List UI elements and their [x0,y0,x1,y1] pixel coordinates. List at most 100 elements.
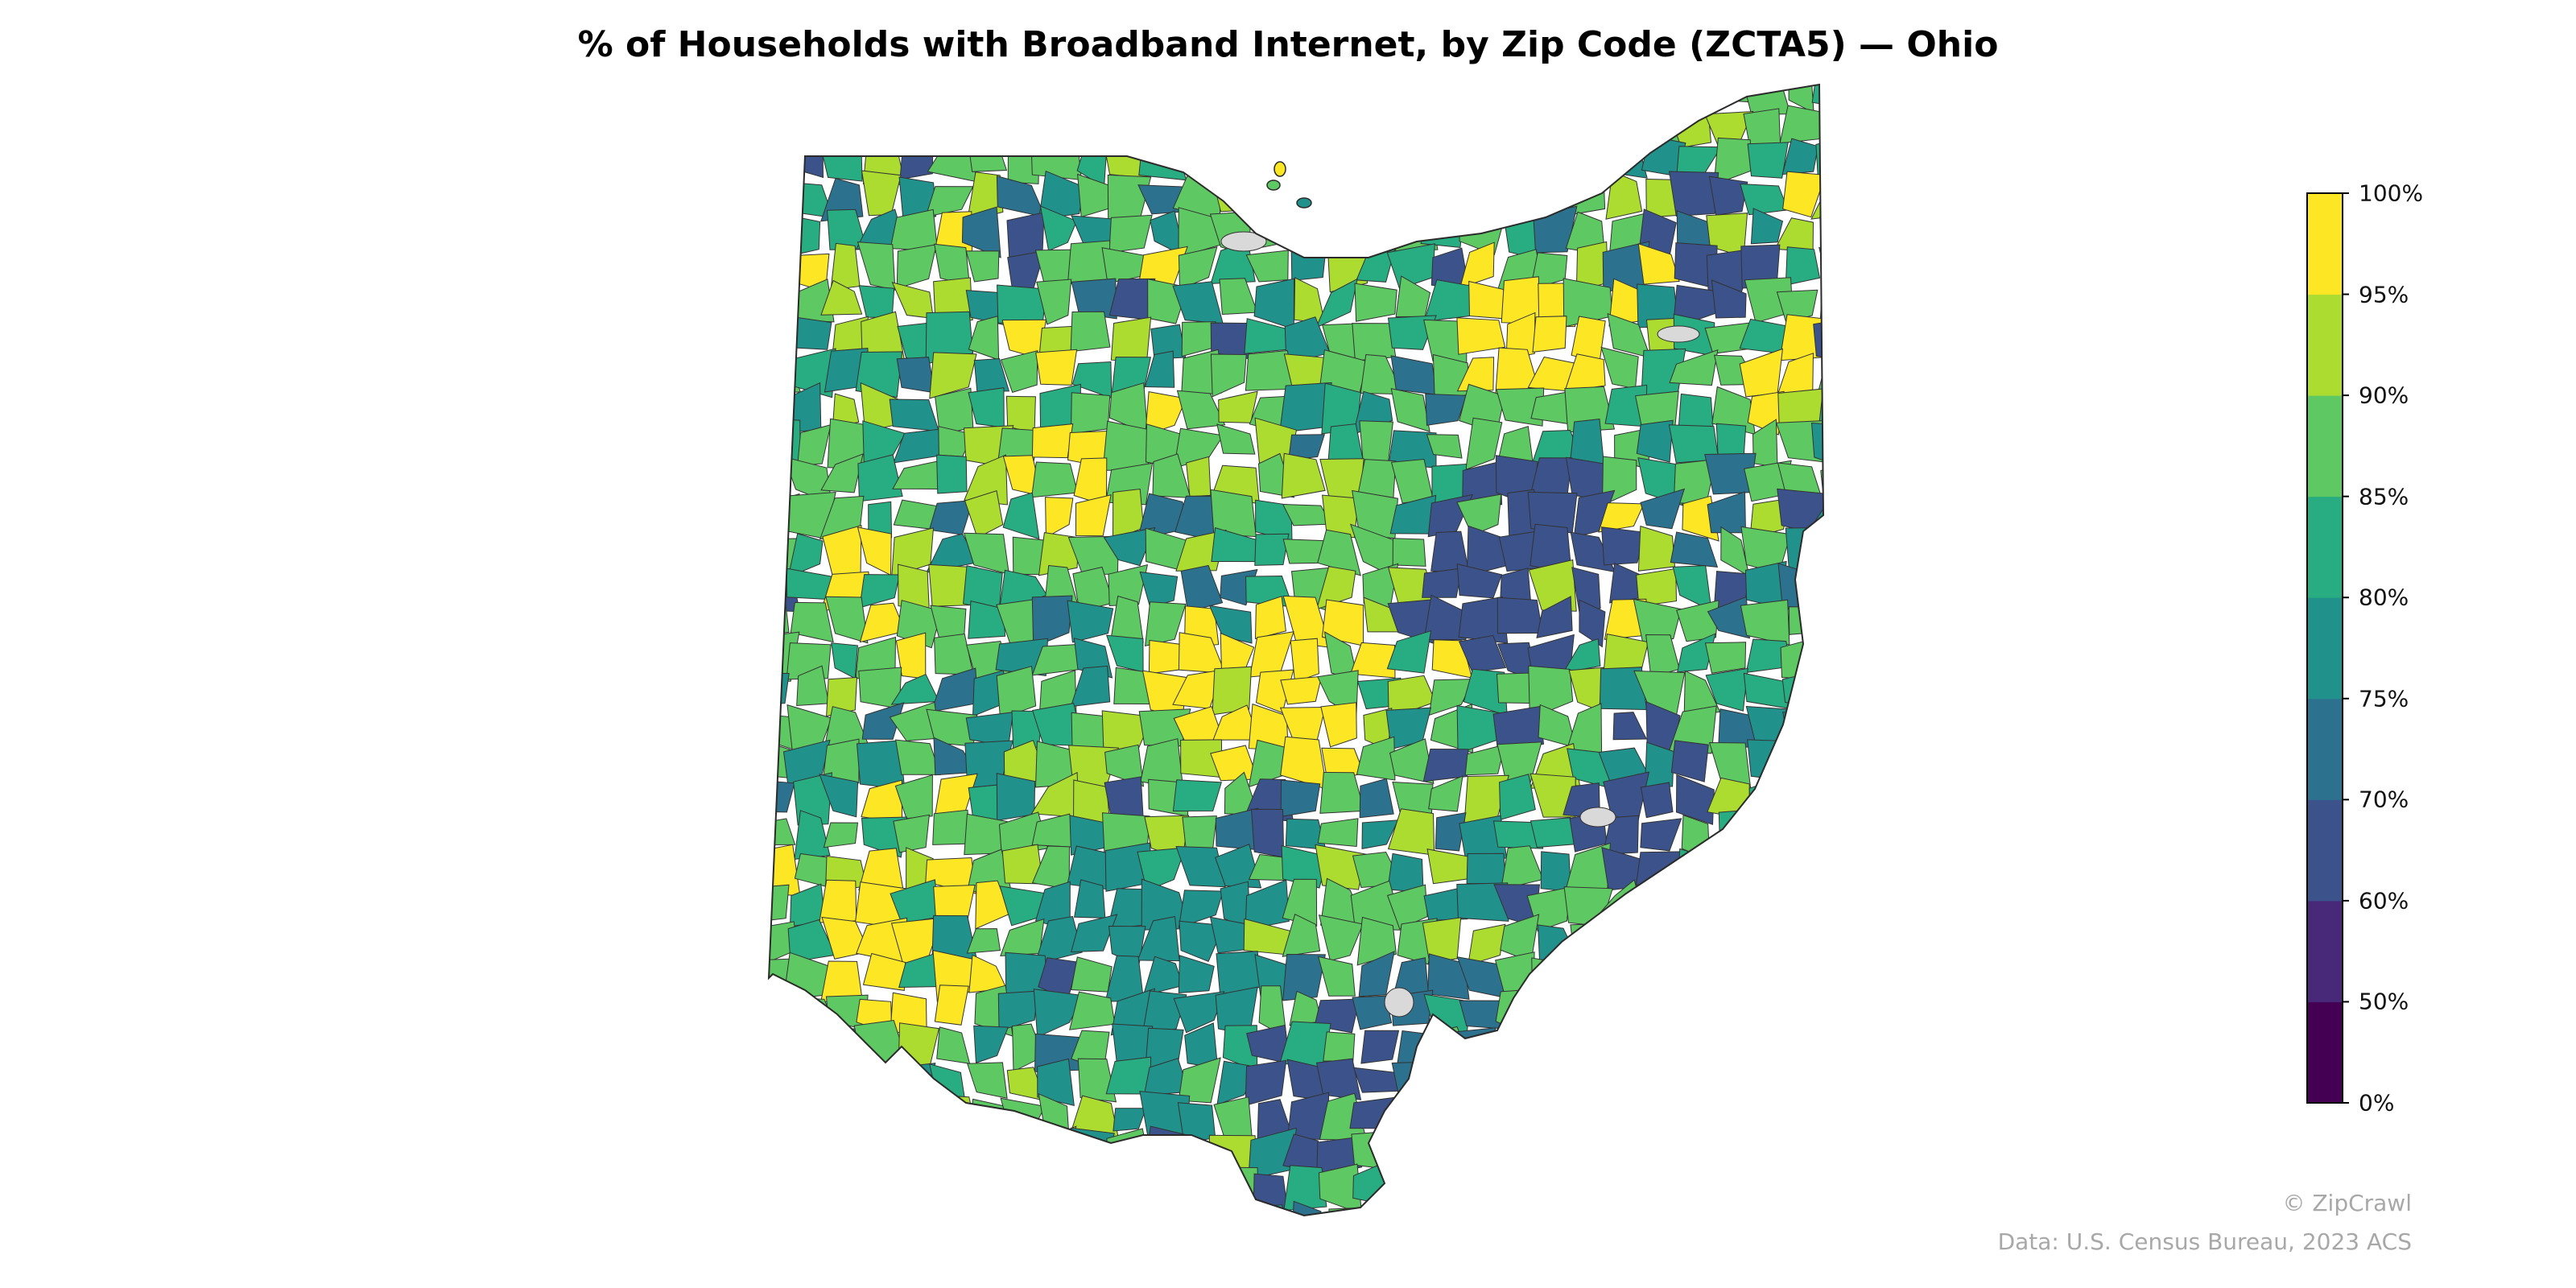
zip-area [822,99,869,148]
zip-area [1810,881,1823,932]
zip-area [1071,1202,1113,1216]
zip-area [1777,1028,1822,1073]
zip-area [1646,1134,1685,1180]
zip-area [1703,1132,1755,1173]
zip-area [1576,953,1612,1000]
zip-area [1317,818,1359,848]
zip-area [1711,961,1748,997]
colorbar-bin [2307,1001,2343,1104]
zip-area [1750,208,1784,245]
zip-area [1430,1162,1470,1203]
zip-area [1036,279,1072,325]
zip-area [893,85,942,114]
zip-area [769,1199,794,1216]
zip-area [1044,1125,1077,1169]
zip-area [964,101,997,150]
zip-area [1280,675,1323,705]
zip-area [1599,141,1648,179]
zip-area [1214,844,1262,889]
no-data-area [1579,807,1616,828]
zip-area [1568,667,1604,711]
zip-area [1245,879,1290,931]
colorbar-bin [2307,597,2343,700]
zip-area [1742,852,1781,888]
zip-area [797,424,832,467]
colorbar-tick-label: 90% [2359,382,2409,409]
zip-area [1390,355,1438,395]
zip-area [1564,102,1611,151]
zip-area [1071,914,1118,953]
zip-area [1567,1027,1614,1070]
zip-area [1526,1137,1574,1179]
zip-area [1527,85,1580,114]
zip-area [1391,1061,1434,1109]
zip-area [1597,85,1645,115]
zip-area [1433,1138,1473,1177]
zip-area [1389,738,1435,784]
no-data-area [1657,325,1700,343]
zip-area [1142,956,1184,997]
zip-area [1572,1169,1612,1213]
zip-area [1528,1162,1579,1201]
zip-area [1815,353,1823,401]
zip-area [1318,914,1364,962]
colorbar-tick-label: 60% [2359,887,2409,914]
zip-area [973,357,1010,392]
zip-area [1740,1030,1785,1071]
zip-area [857,242,896,291]
zip-area [1254,533,1290,566]
colorbar-tick-label: 100% [2359,180,2424,207]
zip-area [929,1132,970,1174]
zip-area [1360,1030,1400,1064]
zip-area [1749,926,1792,967]
zip-area [1777,1104,1818,1143]
zip-area [1422,748,1469,782]
zip-area [1459,242,1495,289]
zip-area [899,138,934,180]
zip-area [1178,890,1224,929]
zip-area [1422,917,1462,964]
zip-area [1031,595,1073,648]
zip-area [1466,852,1507,885]
zip-code-areas [769,85,1823,1216]
zip-area [1812,1131,1823,1179]
zip-area [1392,538,1426,567]
zip-area [997,1125,1049,1174]
zip-area [819,774,859,818]
zip-area [1253,1173,1289,1212]
zip-area [1145,601,1187,647]
zip-area [1356,916,1397,966]
zip-area [1077,1058,1117,1103]
zip-area [1246,85,1290,115]
zip-area [1356,175,1402,224]
zip-area [1744,877,1777,927]
zip-area [820,279,863,316]
zip-area [1108,564,1149,607]
zip-area [1180,564,1224,613]
zip-area [786,1131,833,1179]
zip-area [769,318,796,362]
zip-area [1030,138,1082,181]
zip-area [1289,210,1331,255]
zip-area [1743,672,1791,710]
zip-area [1527,109,1579,142]
zip-area [1529,1091,1577,1139]
zip-area [1105,1056,1152,1095]
zip-area [1602,815,1639,855]
zip-area [1708,175,1748,216]
zip-area [825,596,869,644]
zip-area [1470,1128,1504,1174]
zip-area [1501,1099,1543,1140]
zip-area [1563,1103,1616,1135]
zip-area [925,186,974,218]
zip-area [1788,606,1822,635]
zip-area [1245,1059,1287,1106]
zip-area [1178,1057,1221,1104]
zip-area [1361,819,1399,849]
zip-area [1741,1099,1786,1141]
zip-area [1540,851,1572,892]
zip-area [1564,386,1616,433]
lake-erie-islands [1266,161,1312,208]
zip-area [1820,460,1823,499]
zip-area [1644,996,1686,1033]
